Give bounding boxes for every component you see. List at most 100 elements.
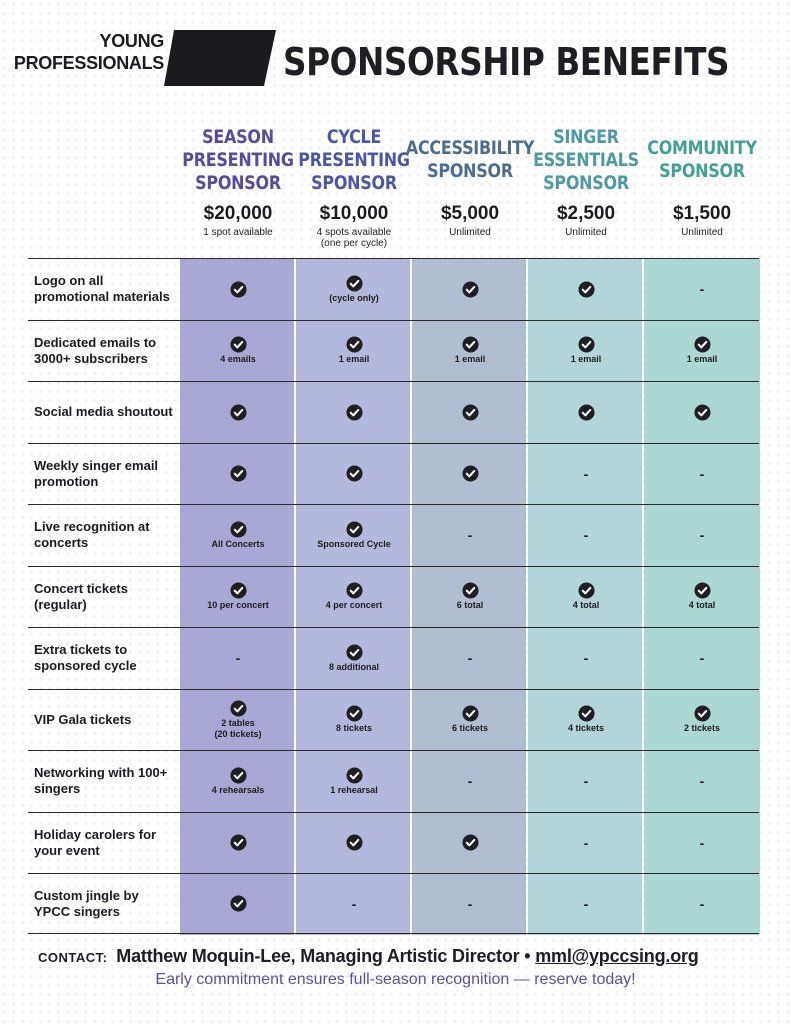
not-included-dash: - <box>583 773 589 789</box>
benefit-label: Concert tickets (regular) <box>34 580 128 612</box>
tier-availability: Unlimited <box>681 227 723 238</box>
benefit-cell-community: 1 email <box>644 321 760 381</box>
checkmark-icon <box>461 280 479 298</box>
benefit-cell-community: 4 total <box>644 567 760 627</box>
tier-header-accessibility: ACCESSIBILITY SPONSOR $5,000 Unlimited <box>406 125 535 238</box>
not-included-dash: - <box>467 773 473 789</box>
benefit-label: Extra tickets to sponsored cycle <box>34 642 137 673</box>
benefit-cell-accessibility: - <box>412 628 528 688</box>
table-row: Extra tickets to sponsored cycle - 8 addit… <box>28 627 759 688</box>
contact-email-link[interactable]: mml@ypccsing.org <box>535 946 699 966</box>
benefit-cell-cycle: 8 tickets <box>296 690 412 750</box>
benefit-cell-singer-essentials: - <box>528 505 644 565</box>
benefit-cell-community: - <box>644 628 760 688</box>
tier-header-community: COMMUNITY SPONSOR $1,500 Unlimited <box>644 125 760 238</box>
checkmark-icon <box>229 895 247 912</box>
benefit-label: Live recognition at concerts <box>34 519 150 550</box>
benefit-cell-cycle: (cycle only) <box>296 259 412 319</box>
benefit-cell-season <box>180 813 296 873</box>
tier-header-season: SEASON PRESENTING SPONSOR $20,000 1 spot a… <box>180 125 296 239</box>
checkmark-icon <box>461 465 479 482</box>
tier-price: $20,000 <box>203 203 273 224</box>
benefit-cell-cycle: - <box>296 874 412 933</box>
benefit-label: Social media shoutout <box>34 404 173 419</box>
not-included-dash: - <box>467 895 473 912</box>
benefit-detail: All Concerts <box>211 538 265 549</box>
benefit-detail: 2 tickets <box>683 723 721 733</box>
benefit-cell-season: 4 rehearsals <box>180 751 296 811</box>
logo-word-young: YOUNG <box>99 31 164 51</box>
checkmark-icon <box>693 336 711 353</box>
not-included-dash: - <box>699 773 705 789</box>
benefit-cell-season <box>180 382 296 442</box>
benefit-detail: 1 email <box>686 354 718 364</box>
benefit-detail: (cycle only) <box>329 292 379 303</box>
benefit-cell-accessibility <box>412 259 528 319</box>
benefit-detail: 4 emails <box>220 354 256 364</box>
benefit-detail: 1 email <box>570 354 602 364</box>
benefits-table: Logo on all promotional materials (cycle … <box>28 258 760 935</box>
benefit-detail: 4 total <box>572 600 600 610</box>
benefit-cell-singer-essentials: - <box>528 874 644 933</box>
benefit-label: Weekly singer email promotion <box>34 457 159 489</box>
not-included-dash: - <box>583 895 589 912</box>
benefit-cell-community: 2 tickets <box>644 690 760 750</box>
benefit-cell-community <box>644 382 760 442</box>
table-row: Concert tickets (regular) 10 per concert 4… <box>28 565 760 627</box>
table-row: Networking with 100+ singers 4 rehearsals… <box>28 750 759 811</box>
benefit-cell-season <box>180 259 296 319</box>
benefit-detail: 8 tickets <box>335 723 373 733</box>
benefit-cell-season <box>180 874 296 933</box>
not-included-dash: - <box>699 281 705 297</box>
benefit-cell-accessibility <box>412 382 528 442</box>
logo-word-professionals: PROFESSIONALS <box>13 53 164 73</box>
benefit-cell-accessibility <box>412 444 528 504</box>
not-included-dash: - <box>699 650 705 666</box>
checkmark-icon <box>229 582 247 599</box>
tier-availability: 1 spot available <box>203 227 273 238</box>
benefit-label: Logo on all promotional materials <box>34 273 170 304</box>
checkmark-icon <box>229 465 247 482</box>
benefit-cell-singer-essentials: - <box>528 813 644 873</box>
checkmark-icon <box>345 520 363 538</box>
benefit-label: Custom jingle by YPCC singers <box>34 887 139 919</box>
benefit-detail: 4 total <box>688 600 716 610</box>
ypcc-logo: YOUNG PROFESSIONALS CHORAL COLLECTIVE <box>14 30 425 86</box>
checkmark-icon <box>461 582 479 599</box>
benefit-label: VIP Gala tickets <box>34 711 132 727</box>
benefit-cell-singer-essentials: 4 total <box>528 567 644 627</box>
checkmark-icon <box>229 280 247 298</box>
checkmark-icon <box>345 403 363 421</box>
benefit-cell-community: - <box>644 259 760 319</box>
tier-header-cycle: CYCLE PRESENTING SPONSOR $10,000 4 spots a… <box>296 125 412 250</box>
benefit-cell-cycle: 4 per concert <box>296 567 412 627</box>
checkmark-icon <box>229 336 247 353</box>
tier-price: $2,500 <box>556 203 616 224</box>
checkmark-icon <box>461 705 479 722</box>
benefit-cell-season: All Concerts <box>180 505 296 565</box>
table-row: Dedicated emails to 3000+ subscribers 4 e… <box>28 319 760 381</box>
table-row: VIP Gala tickets 2 tables (20 tickets) 8 t… <box>28 688 760 750</box>
logo-shape <box>164 30 276 86</box>
checkmark-icon <box>345 766 363 784</box>
benefit-cell-accessibility: 6 tickets <box>412 690 528 750</box>
not-included-dash: - <box>583 527 589 543</box>
tier-availability: 4 spots available (one per cycle) <box>316 227 392 249</box>
benefit-detail: 6 tickets <box>451 723 489 733</box>
benefit-detail: 6 total <box>456 600 484 610</box>
checkmark-icon <box>345 465 363 482</box>
benefit-detail: 4 rehearsals <box>211 784 265 795</box>
benefit-cell-accessibility <box>412 813 528 873</box>
benefit-cell-singer-essentials: 4 tickets <box>528 690 644 750</box>
not-included-dash: - <box>699 834 705 851</box>
benefit-detail: 10 per concert <box>207 600 269 610</box>
benefit-detail: 4 per concert <box>325 600 383 610</box>
checkmark-icon <box>577 403 595 421</box>
benefit-cell-singer-essentials <box>528 382 644 442</box>
checkmark-icon <box>577 582 595 599</box>
benefit-cell-community: - <box>644 813 760 873</box>
tier-availability: Unlimited <box>449 227 491 238</box>
tier-name: CYCLE PRESENTING SPONSOR <box>298 125 410 194</box>
contact-name: Matthew Moquin-Lee, Managing Artistic Di… <box>116 946 520 966</box>
not-included-dash: - <box>467 527 473 543</box>
